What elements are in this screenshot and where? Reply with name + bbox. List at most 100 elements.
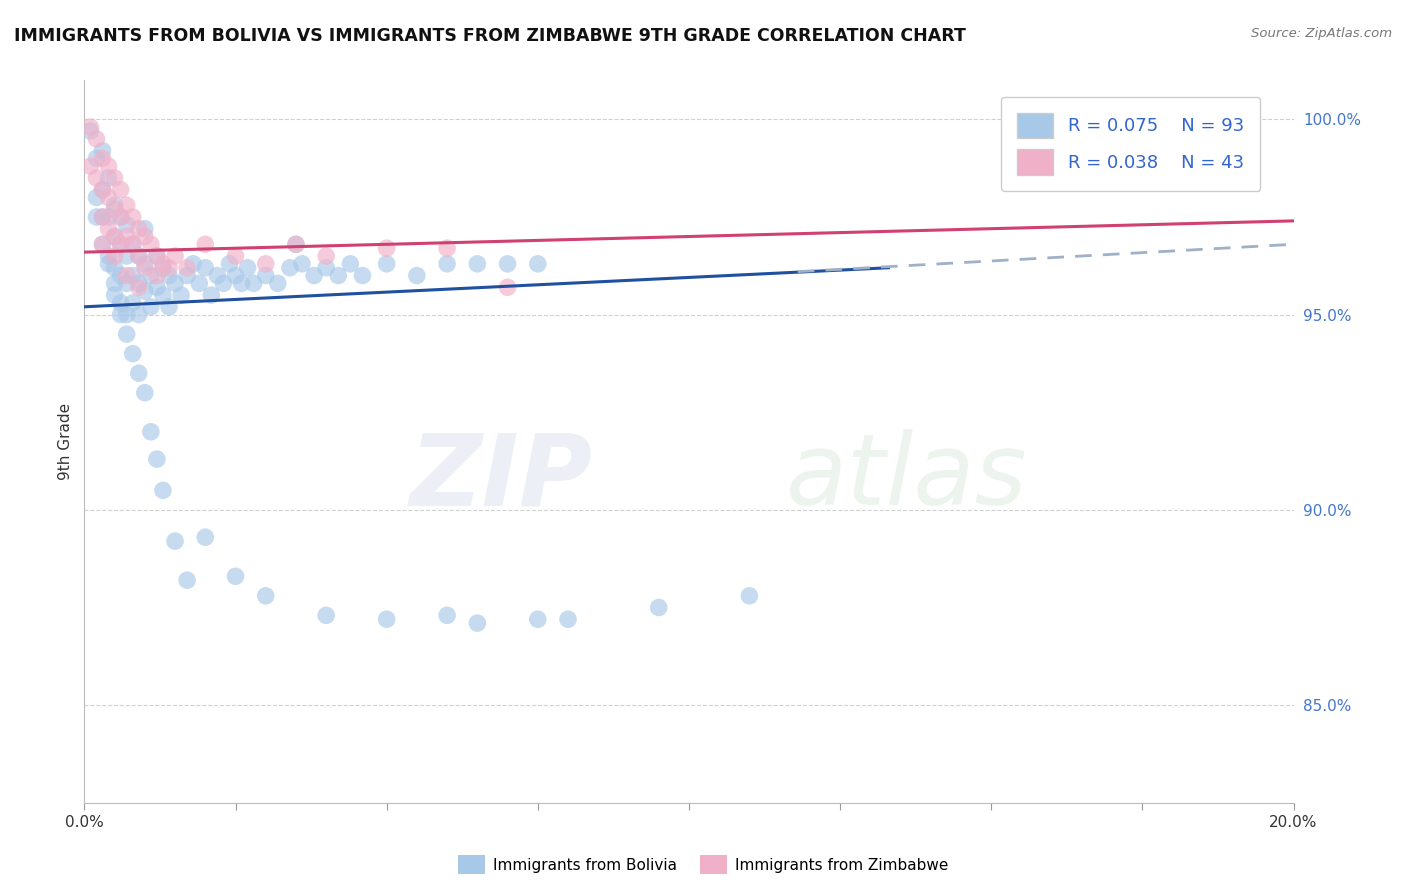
Point [157,300,180,314]
Point [165,534,187,549]
Point [648,600,671,615]
Point [146,249,169,263]
Point [181,257,204,271]
Point [128,308,150,322]
Point [121,268,143,283]
Point [496,257,519,271]
Point [104,260,127,275]
Point [128,280,150,294]
Point [254,589,277,603]
Point [104,229,127,244]
Point [236,260,259,275]
Point [110,210,132,224]
Point [128,249,150,263]
Point [115,327,138,342]
Point [86,190,108,204]
Point [104,229,127,244]
Point [315,249,337,263]
Point [97,249,120,263]
Point [97,210,120,224]
Point [467,616,489,631]
Point [302,268,325,283]
Point [91,237,114,252]
Point [527,612,550,626]
Point [121,237,143,252]
Point [375,241,398,255]
Point [225,569,247,583]
Point [121,346,143,360]
Point [128,221,150,235]
Point [91,183,114,197]
Point [375,612,398,626]
Point [134,385,156,400]
Point [291,257,314,271]
Point [91,183,114,197]
Text: Source: ZipAtlas.com: Source: ZipAtlas.com [1251,27,1392,40]
Point [152,257,174,271]
Point [128,366,150,380]
Point [315,608,337,623]
Point [110,296,132,310]
Point [165,249,187,263]
Point [254,268,277,283]
Point [165,277,187,291]
Point [152,288,174,302]
Point [200,288,222,302]
Point [328,268,350,283]
Point [115,249,138,263]
Point [86,210,108,224]
Point [194,530,217,544]
Point [176,268,198,283]
Point [97,221,120,235]
Point [352,268,374,283]
Point [225,268,247,283]
Point [91,144,114,158]
Point [115,308,138,322]
Point [231,277,253,291]
Point [194,237,217,252]
Point [104,198,127,212]
Point [467,257,489,271]
Point [176,260,198,275]
Point [557,612,579,626]
Point [110,268,132,283]
Point [194,260,217,275]
Point [188,277,211,291]
Point [134,229,156,244]
Point [121,296,143,310]
Point [79,124,101,138]
Point [91,237,114,252]
Point [278,260,301,275]
Point [104,249,127,263]
Point [86,152,108,166]
Point [79,159,101,173]
Point [128,277,150,291]
Point [157,260,180,275]
Point [86,170,108,185]
Point [110,237,132,252]
Point [285,237,308,252]
Point [79,120,101,135]
Point [152,483,174,498]
Point [139,268,162,283]
Point [91,152,114,166]
Point [97,170,120,185]
Point [496,280,519,294]
Point [104,277,127,291]
Point [436,257,458,271]
Point [104,202,127,216]
Point [207,268,229,283]
Point [97,159,120,173]
Point [527,257,550,271]
Point [315,260,337,275]
Legend: Immigrants from Bolivia, Immigrants from Zimbabwe: Immigrants from Bolivia, Immigrants from… [451,849,955,880]
Point [285,237,308,252]
Point [146,280,169,294]
Point [91,210,114,224]
Point [134,284,156,298]
Point [91,210,114,224]
Point [104,288,127,302]
Y-axis label: 9th Grade: 9th Grade [58,403,73,480]
Point [146,249,169,263]
Point [218,257,240,271]
